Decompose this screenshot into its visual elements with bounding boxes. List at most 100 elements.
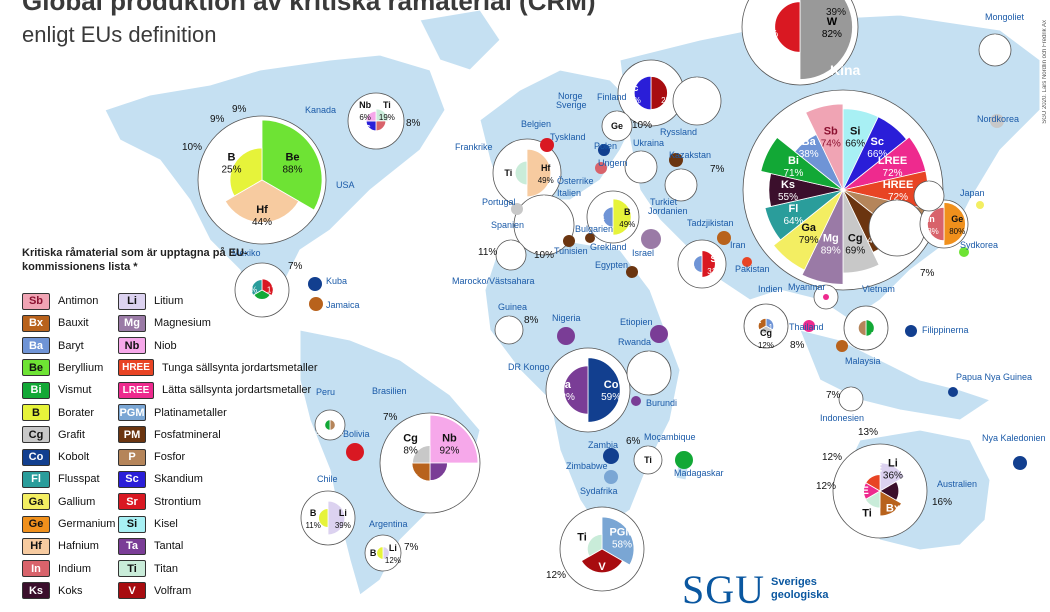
pie-slice-co[interactable] <box>587 357 621 423</box>
pie-slice-b[interactable] <box>318 508 329 528</box>
country-marker-filippinerna[interactable] <box>905 325 917 337</box>
country-marker-iran[interactable] <box>717 231 731 245</box>
country-marker-tunisien[interactable] <box>563 235 575 247</box>
pie-slice-cg[interactable] <box>412 445 431 464</box>
country-pie-chart[interactable]: Li 39% B 11% <box>300 490 356 546</box>
country-marker-nya-kaledonien[interactable] <box>1013 456 1027 470</box>
country-marker-myanmar[interactable] <box>823 294 829 300</box>
country-pie-chart[interactable]: Li 12% B 7% <box>364 534 419 572</box>
country-pie-chart[interactable]: P 6% Bi 5% <box>314 409 346 441</box>
pie-slice-bi[interactable] <box>865 319 875 337</box>
pie-slice-p[interactable] <box>857 319 867 337</box>
country-marker-egypten[interactable] <box>626 266 638 278</box>
pie-slice-in[interactable] <box>926 206 945 242</box>
pie-slice-ta[interactable] <box>563 365 589 415</box>
country-marker-papua[interactable] <box>948 387 958 397</box>
country-pie-chart[interactable]: Ge 10% <box>601 110 652 142</box>
country-pie-chart[interactable]: Bx 8% <box>494 315 539 345</box>
pie-slice-bx[interactable] <box>879 490 903 517</box>
country-pie-chart[interactable]: Sc 7% <box>624 150 658 184</box>
country-marker-polen[interactable] <box>598 144 610 156</box>
pie-slice-ba[interactable] <box>602 206 614 228</box>
pie-slice-bi[interactable] <box>760 136 844 191</box>
country-pie-chart[interactable]: Bi 8% <box>913 180 945 212</box>
country-marker-bolivia[interactable] <box>346 443 364 461</box>
pie-slice-ti[interactable] <box>514 160 528 186</box>
country-pie-chart[interactable]: Hf 49% Ti <box>492 138 562 208</box>
pie-slice-sb[interactable] <box>805 103 844 191</box>
pie-slice-v[interactable] <box>580 548 624 574</box>
country-marker-israel[interactable] <box>641 229 661 249</box>
country-pie-chart[interactable]: Ge 80% In 48% <box>919 199 969 249</box>
pie-slice-mg[interactable] <box>801 189 844 285</box>
country-pie-chart[interactable]: P 9% <box>664 168 698 202</box>
pie-slice-sc[interactable] <box>633 75 652 111</box>
country-pie-chart[interactable]: Ta 28% <box>626 350 672 396</box>
country-marker-etiopien[interactable] <box>650 325 668 343</box>
country-pie-chart[interactable]: PM 11% 10% <box>478 239 554 271</box>
pie-slice-be[interactable] <box>261 119 323 211</box>
pie-slice-hf[interactable] <box>526 148 552 198</box>
country-marker-malaysia[interactable] <box>836 340 848 352</box>
country-marker-ungern[interactable] <box>595 162 607 174</box>
pie-slice-hf[interactable] <box>224 179 300 223</box>
pie-slice-fl[interactable] <box>764 189 844 241</box>
country-marker-pakistan[interactable] <box>742 257 752 267</box>
pie-slice-li[interactable] <box>879 462 905 492</box>
pie-slice-b[interactable] <box>229 147 263 197</box>
pie-slice-ge[interactable] <box>943 202 966 246</box>
country-marker-portugal[interactable] <box>511 203 523 215</box>
pie-slice-ga[interactable] <box>772 189 844 271</box>
pie-slice-bx[interactable] <box>757 317 767 331</box>
country-pie-chart[interactable]: Bi 14% P <box>843 305 889 351</box>
pie-slice-ti[interactable] <box>864 490 881 509</box>
pie-slice-bx[interactable] <box>411 462 431 482</box>
country-marker-japan[interactable] <box>976 201 984 209</box>
country-marker-burundi[interactable] <box>631 396 641 406</box>
pie-slice-li[interactable] <box>327 500 346 536</box>
pie-slice-b[interactable] <box>612 198 632 236</box>
pie-slice-pgm[interactable] <box>601 516 635 566</box>
pie-slice-nb[interactable] <box>365 110 377 122</box>
country-marker-nigeria[interactable] <box>557 327 575 345</box>
country-marker-bulgarien[interactable] <box>585 233 595 243</box>
country-marker-belgien[interactable] <box>540 138 554 152</box>
country-pie-chart[interactable]: In 21% <box>868 199 926 257</box>
country-marker-thailand[interactable] <box>803 320 815 332</box>
pie-slice-ti[interactable] <box>375 108 389 122</box>
country-pie-chart[interactable]: 7% <box>826 386 864 412</box>
pie-slice-v[interactable] <box>650 76 668 110</box>
pie-slice-b[interactable] <box>376 546 384 560</box>
country-pie-chart[interactable]: Sr 31% <box>513 194 575 256</box>
pie-slice-li[interactable] <box>382 546 390 560</box>
country-marker-kuba[interactable] <box>308 277 322 291</box>
pie-slice-hree[interactable] <box>865 474 881 492</box>
country-pie-chart[interactable]: Ti6% <box>626 436 663 475</box>
country-marker-nordkorea[interactable] <box>990 114 1004 128</box>
pie-slice-sr[interactable] <box>774 1 801 53</box>
country-marker-zambia[interactable] <box>603 448 619 464</box>
country-pie-chart[interactable]: PGM 24% <box>672 76 722 126</box>
pie-slice-ba[interactable] <box>693 255 703 273</box>
pie-slice-sr[interactable] <box>701 250 716 278</box>
pie-slice-nb[interactable] <box>429 414 479 464</box>
pie-slice-fl[interactable] <box>251 279 263 296</box>
country-pie-chart[interactable]: Co 7% <box>978 33 1012 67</box>
country-marker-zimbabwe[interactable] <box>604 470 618 484</box>
country-marker-madagaskar[interactable] <box>675 451 693 469</box>
country-marker-sydkorea[interactable] <box>959 247 969 257</box>
country-marker-kazakstan[interactable] <box>669 153 683 167</box>
country-pie-chart[interactable]: Sr 17%Bi Fl 15% 7% <box>234 261 303 318</box>
pie-slice-ti[interactable] <box>586 533 603 557</box>
pie-slice-bi[interactable] <box>324 419 331 431</box>
country-pie-chart[interactable]: Sr 31% Ba <box>677 239 727 289</box>
country-marker-jamaica[interactable] <box>309 297 323 311</box>
